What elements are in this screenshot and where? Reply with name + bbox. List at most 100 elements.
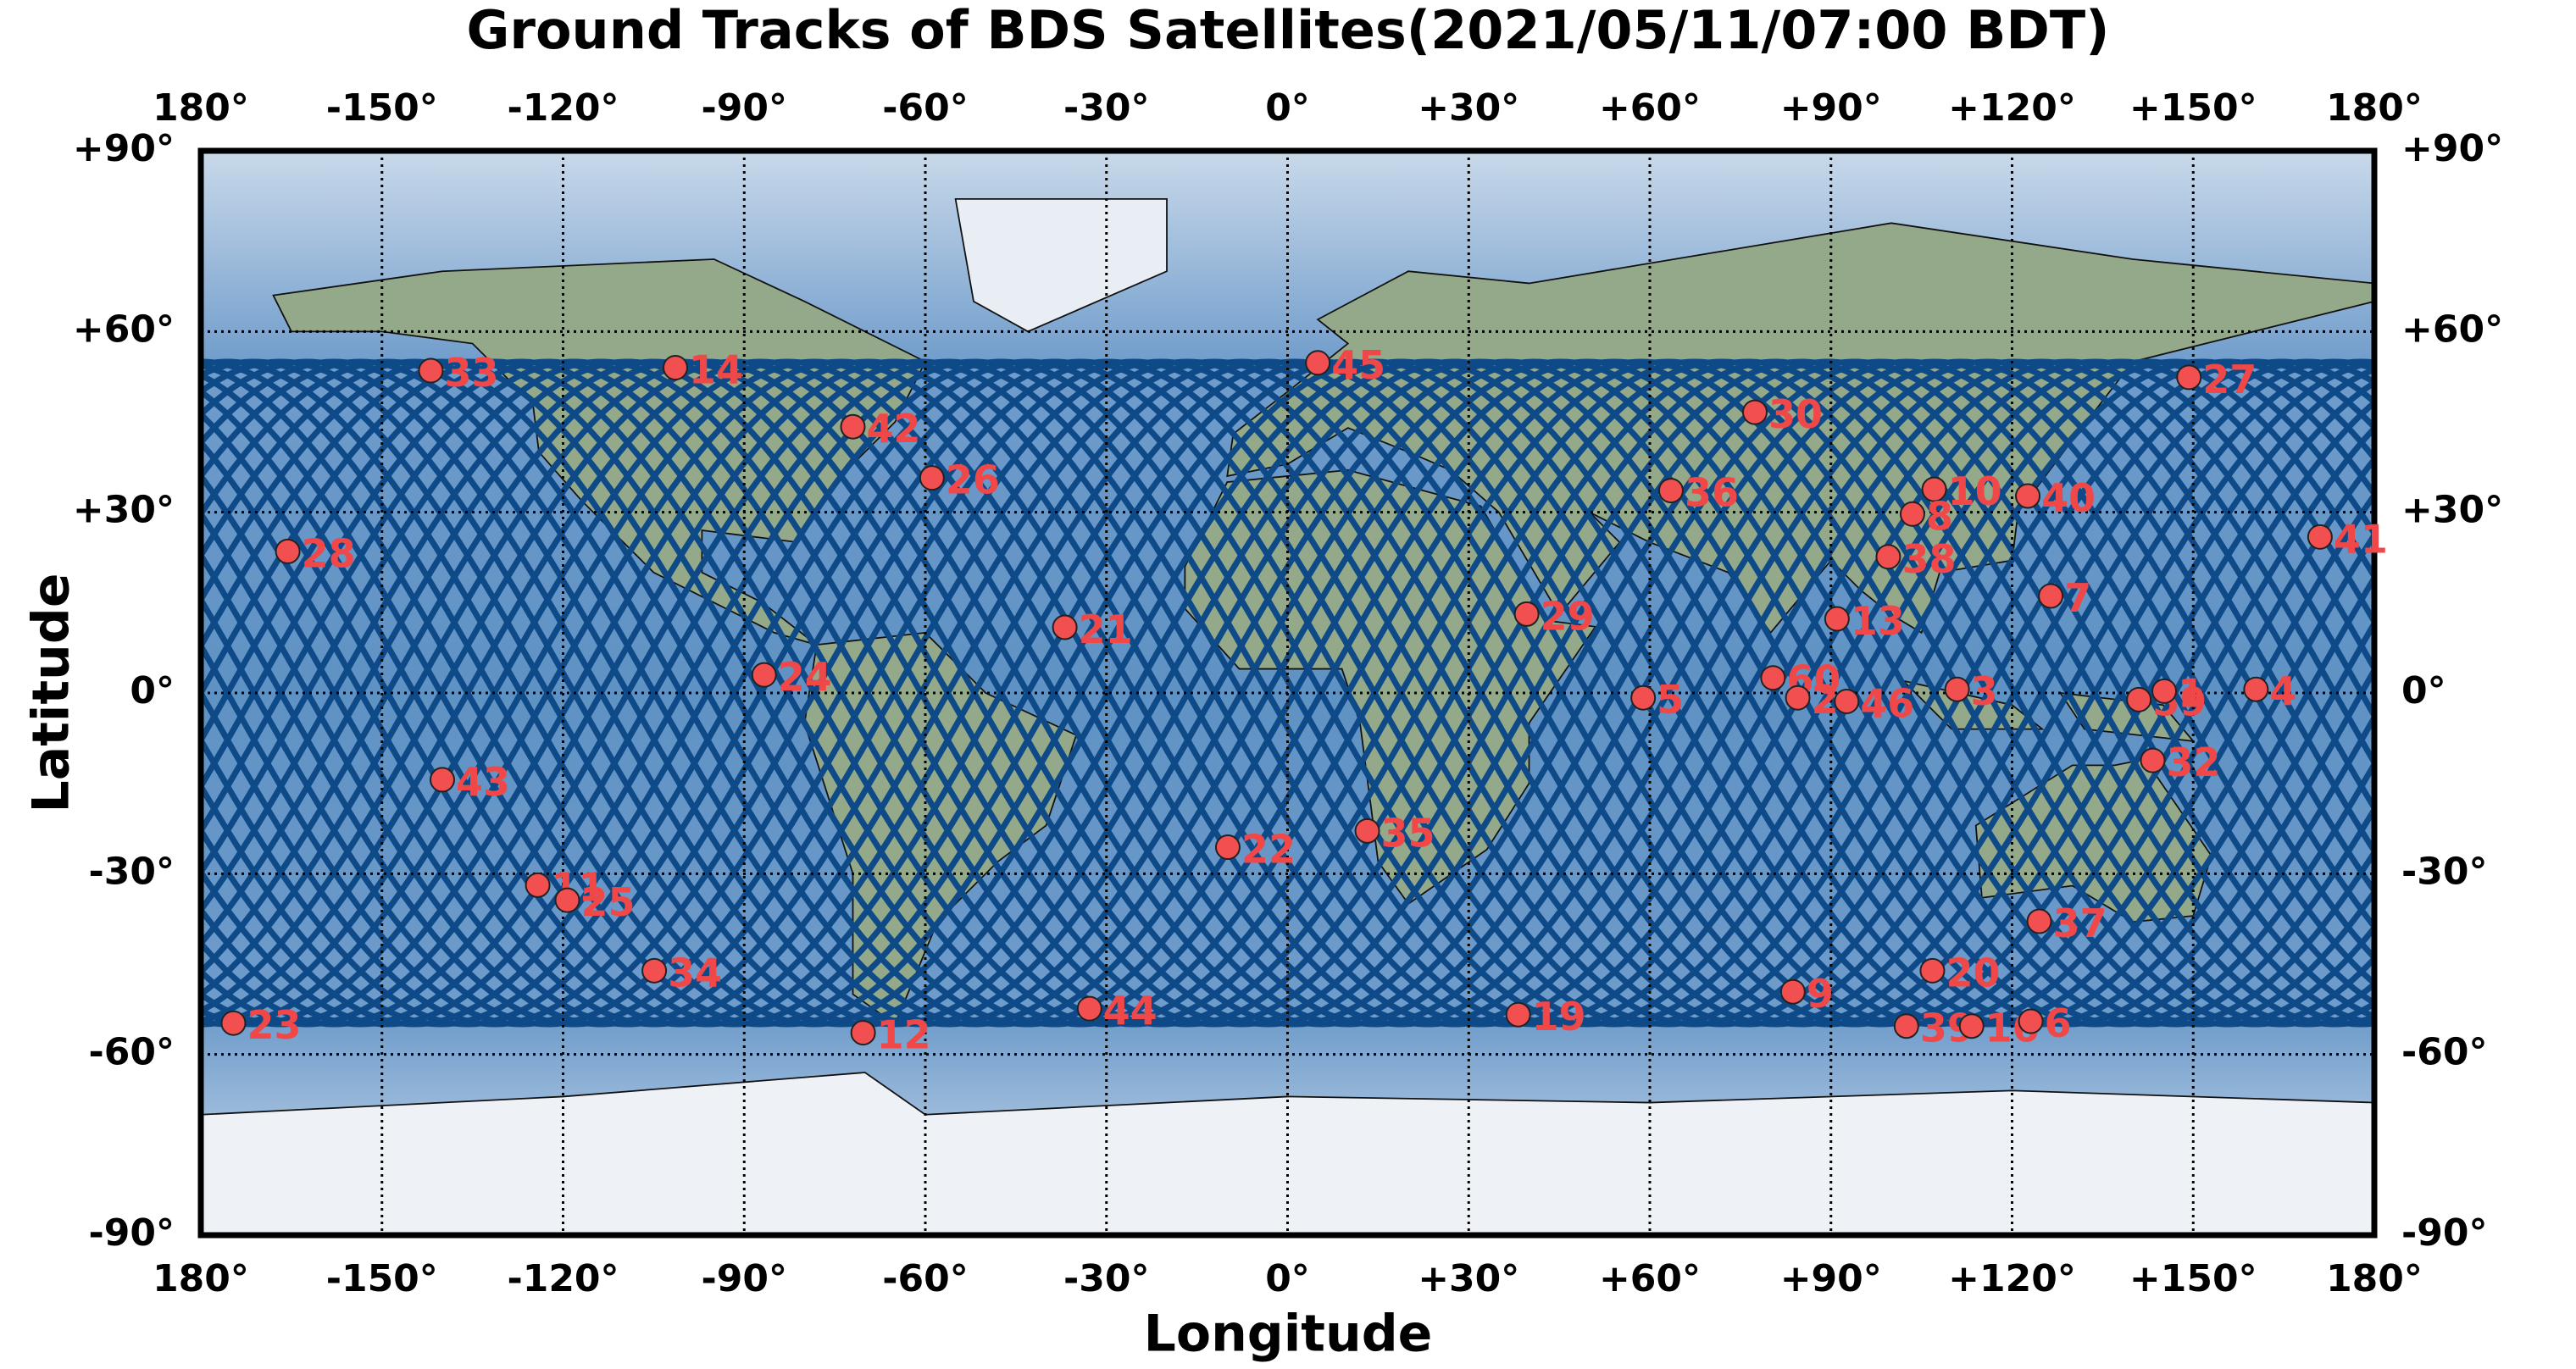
ground-track [201, 358, 2374, 1028]
satellite-label: 3 [1971, 668, 1998, 714]
satellite-point [220, 1010, 247, 1036]
satellite-point [1657, 478, 1684, 504]
ground-tracks [201, 358, 2374, 1028]
x-axis-title: Longitude [1144, 1305, 1433, 1364]
plot-frame [197, 147, 2378, 1239]
x-tick-label-top: 180° [2326, 86, 2423, 130]
satellite-point [1875, 544, 1901, 570]
satellite-point [840, 413, 866, 440]
satellite-point [919, 465, 945, 491]
satellite-point [2026, 908, 2052, 934]
satellite-label: 41 [2334, 516, 2388, 562]
x-tick-label-top: -90° [702, 86, 788, 130]
x-tick-label: -60° [882, 1257, 969, 1300]
ground-track [201, 358, 2374, 1028]
satellite-label: 26 [946, 457, 1000, 503]
ground-track [201, 358, 2374, 1028]
satellite-label: 33 [444, 350, 498, 396]
satellite-point [2307, 524, 2333, 550]
satellite-point [1893, 1013, 1919, 1039]
ground-track [201, 358, 2374, 1028]
x-tick-label: +30° [1418, 1257, 1519, 1300]
satellite-point [1834, 688, 1860, 714]
y-tick-label: -90° [89, 1211, 175, 1255]
ground-track [201, 358, 2374, 1028]
x-tick-label-top: +120° [1948, 86, 2076, 130]
satellite-label: 40 [2041, 475, 2096, 521]
satellite-label: 30 [1768, 391, 1823, 437]
satellite-point [1076, 995, 1102, 1022]
ground-track [201, 358, 2374, 1028]
ground-track [201, 358, 2374, 1028]
y-tick-label: -30° [89, 850, 175, 893]
ground-track [201, 358, 2374, 1028]
satellite-label: 14 [689, 347, 743, 393]
satellite-label: 35 [1381, 810, 1435, 856]
ground-track [201, 358, 2374, 1028]
x-tick-label: 180° [153, 1257, 249, 1300]
satellite-label: 1 [2178, 670, 2205, 716]
satellite-point [1958, 1013, 1985, 1039]
satellite-point [2038, 583, 2064, 609]
satellite-label: 19 [1532, 994, 1586, 1039]
satellite-label: 20 [1946, 950, 2000, 995]
y-tick-label-right: -90° [2401, 1211, 2488, 1255]
y-tick-label-right: -30° [2401, 850, 2488, 893]
x-tick-label: 180° [2326, 1257, 2423, 1300]
satellite-label: 29 [1541, 593, 1595, 639]
satellite-point [525, 872, 551, 898]
satellite-label: 23 [247, 1002, 301, 1048]
ground-track [201, 358, 2374, 1028]
x-tick-label: -90° [702, 1257, 788, 1300]
y-tick-label: +30° [73, 489, 175, 532]
satellite-label: 45 [1331, 342, 1385, 388]
ground-track [201, 358, 2374, 1028]
satellite-point [2243, 676, 2269, 702]
satellite-label: 32 [2167, 740, 2221, 785]
ground-track [201, 358, 2374, 1028]
satellite-label: 9 [1807, 971, 1834, 1017]
y-tick-label: -60° [89, 1031, 175, 1074]
ground-track [201, 358, 2374, 1028]
satellite-label: 28 [302, 530, 356, 576]
ground-track [201, 358, 2374, 1028]
x-tick-label-top: +30° [1418, 86, 1519, 130]
satellite-point [1899, 501, 1925, 527]
y-tick-label-right: +60° [2401, 308, 2503, 351]
y-tick-label: 0° [130, 669, 175, 712]
ground-track [201, 358, 2374, 1028]
satellite-label: 42 [867, 406, 921, 452]
satellite-label: 43 [456, 759, 510, 805]
x-tick-label: +120° [1948, 1257, 2076, 1300]
x-tick-label-top: -60° [882, 86, 969, 130]
satellite-label: 46 [1860, 680, 1914, 726]
x-tick-label-top: 0° [1265, 86, 1310, 130]
ground-track [201, 358, 2374, 1028]
x-tick-label: -120° [507, 1257, 619, 1300]
y-axis-title: Latitude [22, 573, 81, 812]
x-tick-label-top: +150° [2129, 86, 2257, 130]
satellite-point [2176, 364, 2202, 391]
satellite-point [2126, 686, 2152, 712]
x-tick-label-top: -120° [507, 86, 619, 130]
satellite-label: 4 [2269, 668, 2296, 714]
satellite-label: 12 [877, 1012, 931, 1058]
ground-track [201, 358, 2374, 1028]
x-tick-label: +60° [1599, 1257, 1701, 1300]
satellite-point [1513, 601, 1540, 627]
x-tick-label-top: +60° [1599, 86, 1701, 130]
satellite-point [1630, 684, 1657, 711]
satellite-label: 7 [2064, 575, 2091, 621]
satellite-label: 22 [1241, 827, 1296, 873]
ground-track [201, 358, 2374, 1028]
x-tick-label-top: +90° [1780, 86, 1882, 130]
chart-title: Ground Tracks of BDS Satellites(2021/05/… [467, 0, 2110, 61]
ground-track [201, 358, 2374, 1028]
x-tick-label-top: -150° [326, 86, 438, 130]
ground-track [201, 358, 2374, 1028]
satellite-point [1824, 606, 1850, 632]
x-tick-label: +90° [1780, 1257, 1882, 1300]
ground-track [201, 358, 2374, 1028]
satellite-point [2140, 747, 2166, 773]
y-tick-label-right: 0° [2401, 669, 2446, 712]
